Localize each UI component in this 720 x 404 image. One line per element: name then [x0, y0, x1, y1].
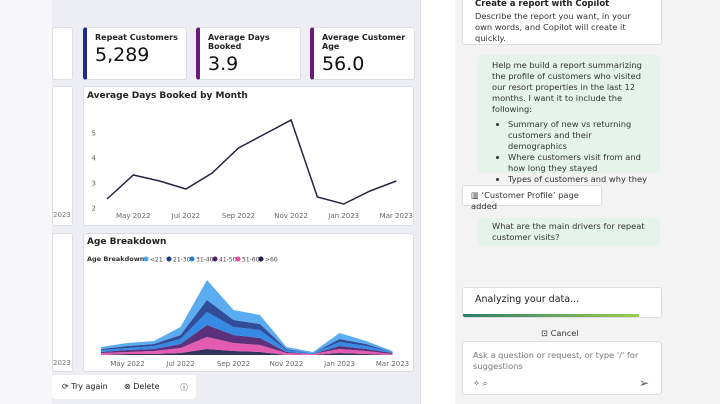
kpi-value: 3.9 — [208, 53, 239, 75]
legend-dot — [258, 256, 264, 262]
legend-title: Age Breakdown — [87, 255, 145, 263]
status-card: Analyzing your data... — [462, 287, 662, 318]
chart-title: Age Breakdown — [87, 237, 166, 247]
bullet: Where customers visit from and how long … — [508, 152, 652, 174]
x-tick-label: Mar 2023 — [376, 360, 409, 368]
y-tick-label: 3 — [92, 180, 96, 188]
delete-label[interactable]: Delete — [133, 382, 160, 391]
pane-strip — [420, 0, 455, 404]
year-label: 2023 — [53, 359, 71, 367]
legend-label: 51-60 — [242, 257, 260, 264]
kpi-card: Average Customer Age 56.0 — [310, 27, 415, 80]
legend-dot — [166, 256, 172, 262]
kpi-label: Average Days Booked — [208, 33, 270, 51]
area — [101, 349, 393, 355]
kpi-card: Average Days Booked 3.9 — [196, 27, 301, 80]
x-tick-label: May 2022 — [110, 360, 145, 368]
user-message: Help me build a report summarizing the p… — [478, 55, 660, 195]
x-tick-label: Jul 2022 — [171, 212, 201, 220]
legend-dot — [212, 256, 218, 262]
y-tick-label: 2 — [92, 205, 96, 213]
kpi-value: 5,289 — [95, 44, 150, 66]
partial-panel: 2023 — [52, 86, 73, 226]
x-tick-label: Nov 2022 — [270, 360, 304, 368]
action-bar: ⟳ Try again ⊗ Delete ⓘ — [52, 375, 196, 399]
partial-card — [52, 27, 73, 80]
legend-dot — [189, 256, 195, 262]
kpi-label: Average Customer Age — [322, 33, 406, 51]
progress — [463, 314, 639, 317]
x-tick-label: Sep 2022 — [217, 360, 250, 368]
partial-panel: 2023 — [52, 233, 73, 372]
legend-label: 21-30 — [173, 257, 191, 264]
bullet: Summary of new vs returning customers an… — [508, 119, 652, 152]
user-question: What are the main drivers for repeat cus… — [478, 218, 660, 246]
request-text: Help me build a report summarizing the p… — [492, 60, 642, 114]
area — [101, 312, 393, 354]
left-rail — [0, 0, 52, 404]
x-tick-label: Jan 2023 — [327, 212, 359, 220]
status-text: Analyzing your data... — [475, 294, 580, 305]
kpi-label: Repeat Customers — [95, 33, 178, 42]
legend-label: 41-50 — [219, 257, 237, 264]
area — [101, 337, 393, 355]
send[interactable]: ➢ — [639, 376, 650, 390]
x-tick-label: Jul 2022 — [165, 360, 195, 368]
legend-label: >60 — [265, 257, 278, 264]
input-placeholder: Ask a question or request, or type '/' f… — [473, 350, 639, 371]
x-tick-label: May 2022 — [116, 212, 151, 220]
y-tick-label: 4 — [92, 155, 97, 163]
cancel-label[interactable]: Cancel — [550, 328, 579, 338]
x-tick-label: Sep 2022 — [222, 212, 255, 220]
legend-label: <21 — [150, 257, 163, 264]
year-label: 2023 — [53, 211, 71, 219]
cancel[interactable]: ⊡ Cancel — [541, 328, 579, 338]
kpi-card: Repeat Customers 5,289 — [83, 27, 187, 80]
info[interactable]: ⓘ — [180, 383, 188, 392]
try-again-label[interactable]: Try again — [71, 382, 108, 391]
input-box[interactable]: Ask a question or request, or type '/' f… — [462, 341, 662, 395]
page-added-chip[interactable]: ▥ ‘Customer Profile’ page added — [462, 185, 602, 211]
copilot-title: Create a report with Copilot — [475, 0, 610, 9]
line — [106, 118, 397, 205]
input-icons[interactable]: ✧ ⌕ — [473, 378, 488, 388]
kpi-value: 56.0 — [322, 53, 365, 75]
try-again[interactable]: ⟳ Try again — [62, 382, 108, 391]
y-tick-label: 5 — [92, 130, 96, 138]
area — [101, 280, 393, 353]
chart-title: Average Days Booked by Month — [87, 91, 248, 101]
area — [101, 325, 393, 354]
intro-card: Create a report with Copilot Describe th… — [462, 0, 662, 45]
x-tick-label: Nov 2022 — [274, 212, 308, 220]
line-panel — [83, 86, 414, 226]
x-tick-label: Jan 2023 — [323, 360, 355, 368]
area — [101, 300, 393, 353]
legend-label: 31-40 — [196, 257, 214, 264]
delete[interactable]: ⊗ Delete — [124, 382, 160, 391]
legend-dot — [235, 256, 241, 262]
x-tick-label: Mar 2023 — [380, 212, 413, 220]
copilot-intro: Describe the report you want, in your ow… — [475, 11, 631, 43]
legend-dot — [143, 256, 149, 262]
charts: Average Days Booked by Month 2 3 4 5 May 2022… — [87, 91, 413, 368]
page-added: ‘Customer Profile’ page added — [471, 190, 579, 211]
